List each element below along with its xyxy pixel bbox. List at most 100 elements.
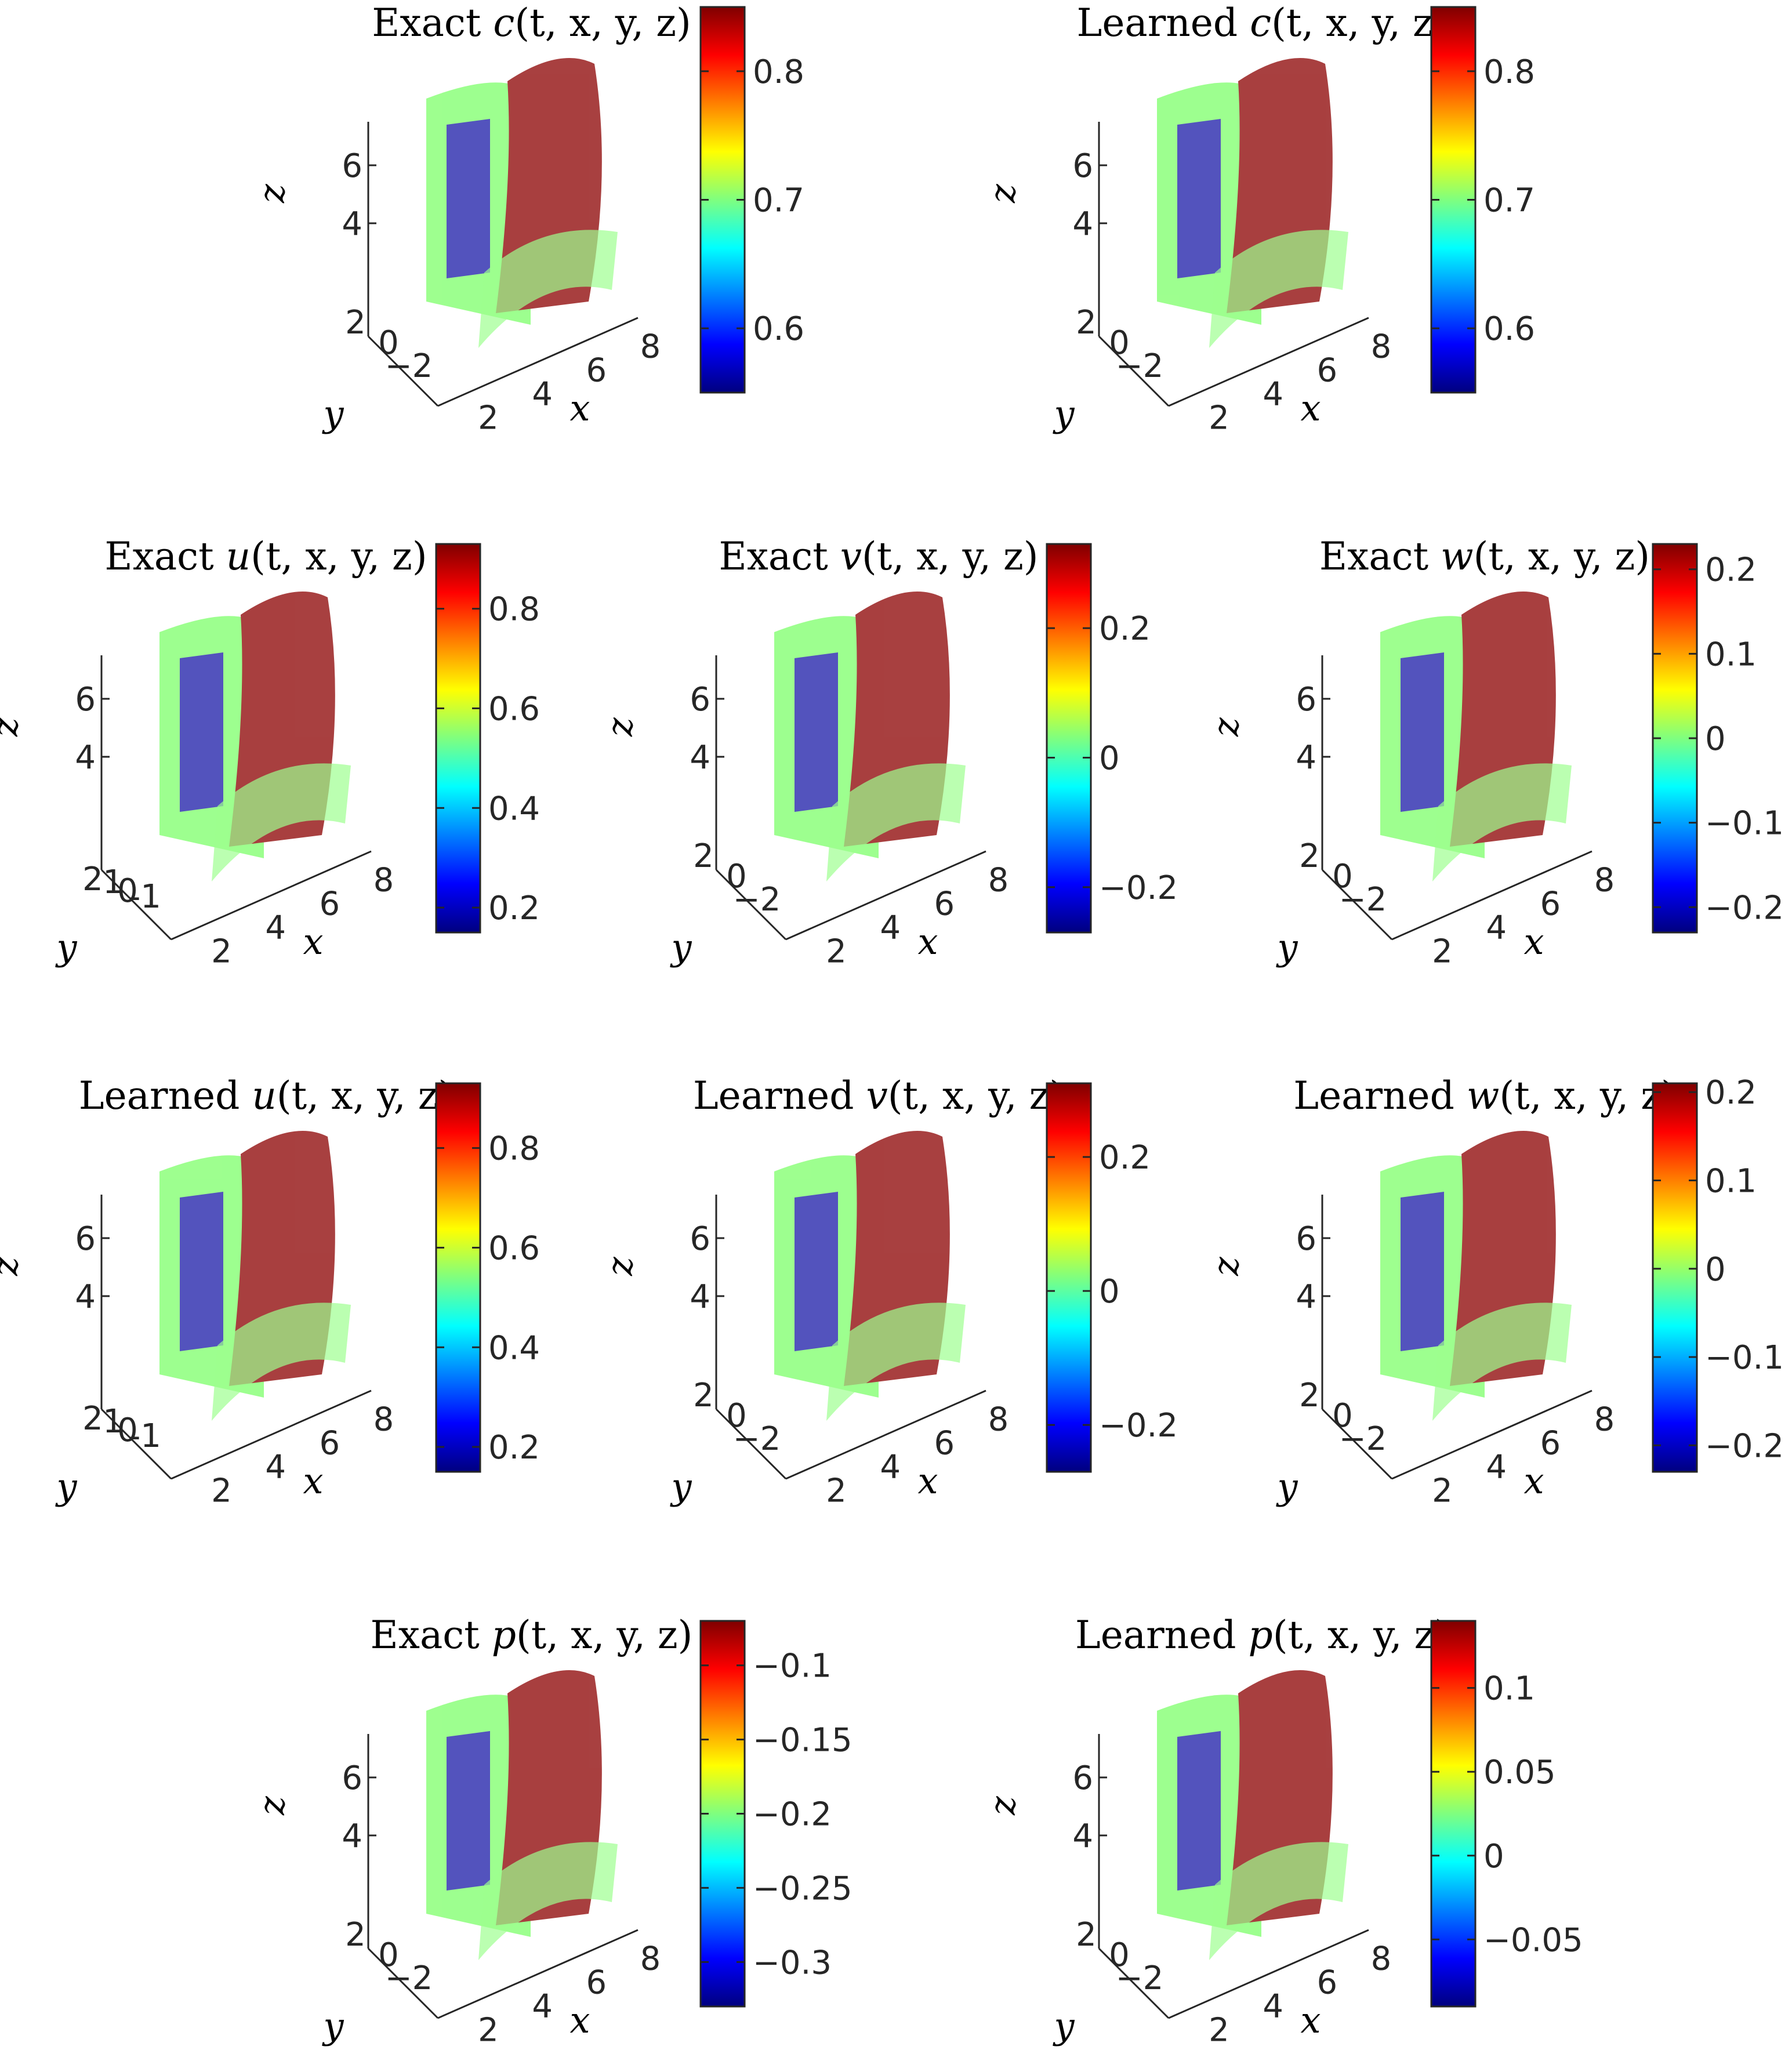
y-axis-line: [367, 1947, 439, 2019]
y-axis-label: y: [55, 926, 77, 968]
panel-learned-u: Learned u(t, x, y, z)64z2468x210-1y: [0, 1073, 453, 1510]
panel-title: Learned w(t, x, y, z): [1293, 1073, 1676, 1118]
y-tick-label: −2: [733, 881, 781, 919]
y-tick-label: 1: [103, 863, 124, 901]
y-tick-label: −2: [385, 1960, 433, 1997]
y-axis-label: y: [669, 926, 692, 968]
y-axis-label: y: [669, 1465, 692, 1508]
y-tick-label: 0: [117, 1412, 138, 1449]
y-axis-label: y: [1275, 1465, 1298, 1508]
x-tick-label: 4: [532, 1988, 553, 2026]
y-axis-line: [715, 1408, 787, 1480]
z-tick-label: 4: [690, 1278, 710, 1316]
y-tick-label: 0: [378, 1936, 399, 1974]
x-axis-label: x: [1524, 920, 1544, 963]
title-prefix: Exact: [104, 534, 226, 579]
colorbar-tick-label: 0: [1099, 740, 1120, 778]
x-tick-label: 2: [211, 933, 232, 971]
y-tick-label: 2: [345, 304, 366, 342]
y-axis-label: y: [321, 2005, 344, 2047]
isosurface-green-lower: [1209, 1842, 1348, 1960]
colorbar-exact-u: [435, 543, 481, 934]
colorbar-tick-label: 0.2: [1705, 1074, 1757, 1112]
y-tick-label: −2: [1116, 1960, 1164, 1997]
isosurface-green-lower: [478, 1842, 618, 1960]
y-axis-label: y: [1275, 926, 1298, 968]
x-tick-label: 4: [1263, 1988, 1283, 2026]
title-args: (t, x, y, z): [888, 1073, 1064, 1118]
z-tick-label: 4: [1072, 1817, 1093, 1855]
z-tick-label: 4: [342, 205, 362, 243]
y-tick-label: −2: [733, 1420, 781, 1458]
colorbar-tick-label: 0: [1483, 1838, 1504, 1875]
title-args: (t, x, y, z): [514, 1, 691, 45]
title-var: p: [1248, 1613, 1272, 1657]
z-tick-label: 4: [690, 739, 710, 777]
z-axis-label: z: [0, 717, 26, 737]
x-tick-label: 2: [1432, 1472, 1453, 1510]
x-axis-line: [1391, 850, 1593, 941]
z-tick-label: 6: [690, 681, 710, 719]
title-args: (t, x, y, z): [251, 534, 427, 579]
colorbar-tick-label: 0.6: [753, 310, 804, 348]
isosurface-green-lower: [826, 763, 966, 881]
title-var: u: [226, 534, 251, 579]
x-tick-label: 2: [1432, 933, 1453, 971]
title-var: c: [1250, 1, 1271, 45]
z-axis-label: z: [598, 717, 641, 737]
x-axis-label: x: [303, 1460, 324, 1502]
x-tick-label: 4: [265, 909, 286, 947]
z-tick-label: 6: [1296, 1220, 1316, 1258]
isosurface-blue: [180, 1192, 223, 1351]
z-axis-label: z: [981, 1796, 1024, 1816]
x-tick-label: 6: [1316, 1964, 1337, 2002]
colorbar-tick-label: 0.8: [488, 591, 540, 629]
isosurfaces: [426, 58, 618, 348]
x-tick-label: 8: [373, 1400, 394, 1438]
colorbar-tick-label: −0.2: [1705, 889, 1784, 927]
y-axis-line: [1098, 335, 1170, 407]
colorbar-tick-label: 0.6: [488, 690, 540, 728]
panel-title: Learned v(t, x, y, z): [693, 1073, 1064, 1118]
y-axis-line: [100, 1408, 172, 1480]
z-tick-label: 4: [1296, 739, 1316, 777]
y-tick-label: 0: [726, 858, 747, 895]
colorbar-tick-label: 0.8: [753, 53, 804, 91]
x-axis-line: [171, 850, 372, 941]
x-axis-line: [785, 1389, 986, 1480]
x-tick-label: 4: [1486, 909, 1507, 947]
x-axis-label: x: [570, 387, 590, 429]
y-axis-label: y: [321, 393, 344, 435]
isosurface-green-lower: [826, 1302, 966, 1421]
isosurface-blue: [1177, 119, 1221, 278]
x-tick-label: 8: [373, 861, 394, 899]
title-args: (t, x, y, z): [1499, 1073, 1675, 1118]
colorbar-learned-p: [1430, 1620, 1477, 2008]
y-tick-label: -1: [129, 1417, 161, 1455]
panel-title: Learned c(t, x, y, z): [1077, 1, 1448, 45]
x-tick-label: 8: [1594, 861, 1615, 899]
y-tick-label: −2: [1339, 1420, 1387, 1458]
isosurface-green-lower: [1209, 230, 1348, 348]
x-tick-label: 6: [934, 886, 955, 923]
title-prefix: Learned: [1075, 1613, 1249, 1657]
x-tick-label: 4: [1486, 1449, 1507, 1486]
title-prefix: Exact: [372, 1, 493, 45]
z-tick-label: 6: [1072, 1759, 1093, 1797]
isosurfaces: [774, 592, 966, 881]
colorbar-tick-label: 0.7: [1483, 182, 1535, 220]
colorbar-learned-u: [435, 1082, 481, 1473]
x-tick-label: 8: [1371, 1940, 1392, 1978]
z-tick-label: 4: [75, 1278, 96, 1316]
x-axis-label: x: [918, 920, 938, 963]
panel-title: Learned p(t, x, y, z): [1075, 1613, 1449, 1657]
title-prefix: Exact: [1319, 534, 1441, 579]
colorbar-tick-label: 0.1: [1483, 1670, 1535, 1708]
title-var: u: [252, 1073, 277, 1118]
isosurface-blue: [795, 652, 838, 812]
x-tick-label: 2: [1209, 400, 1229, 437]
isosurface-green-lower: [478, 230, 618, 348]
